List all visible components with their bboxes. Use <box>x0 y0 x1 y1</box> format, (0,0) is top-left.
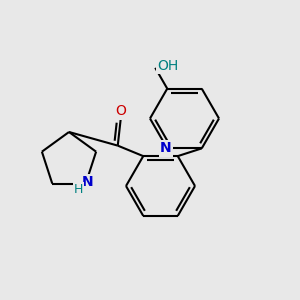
Text: H: H <box>74 183 83 196</box>
Text: O: O <box>115 104 126 118</box>
Text: OH: OH <box>157 59 178 73</box>
Text: N: N <box>160 141 172 155</box>
Text: N: N <box>81 175 93 189</box>
